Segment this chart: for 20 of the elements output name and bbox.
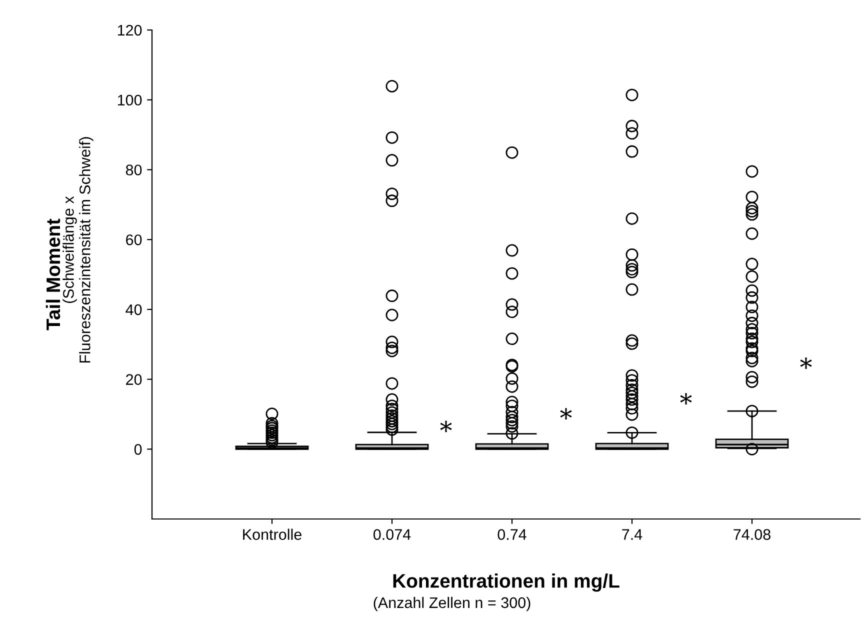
y-axis-title: Tail Moment [46, 218, 60, 330]
y-tick-label: 80 [126, 164, 142, 176]
x-axis-title: Konzentrationen in mg/L [393, 574, 620, 592]
y-tick-label: 120 [118, 24, 142, 36]
annotation: * [680, 393, 692, 404]
y-tick-label: 40 [126, 304, 142, 316]
annotation: * [560, 408, 572, 420]
x-tick-label: 74.08 [734, 529, 770, 540]
text: (Schweiflänge x Fluoreszenzintensität im Schweif) [62, 137, 94, 363]
y-tick-label: 100 [118, 94, 142, 106]
x-tick-label: Kontrolle [243, 528, 302, 540]
text: (Anzahl Zellen n = 300) [374, 596, 530, 612]
annotation: * [800, 358, 812, 369]
y-tick-label: 20 [126, 374, 142, 385]
annotation: * [440, 420, 452, 432]
x-tick-label: 7.4 [622, 529, 642, 540]
x-tick-label: 0.074 [373, 529, 411, 540]
x-tick-label: 0.74 [498, 529, 526, 540]
y-tick-label: 60 [126, 234, 142, 246]
y-tick-label: 0 [134, 444, 142, 455]
